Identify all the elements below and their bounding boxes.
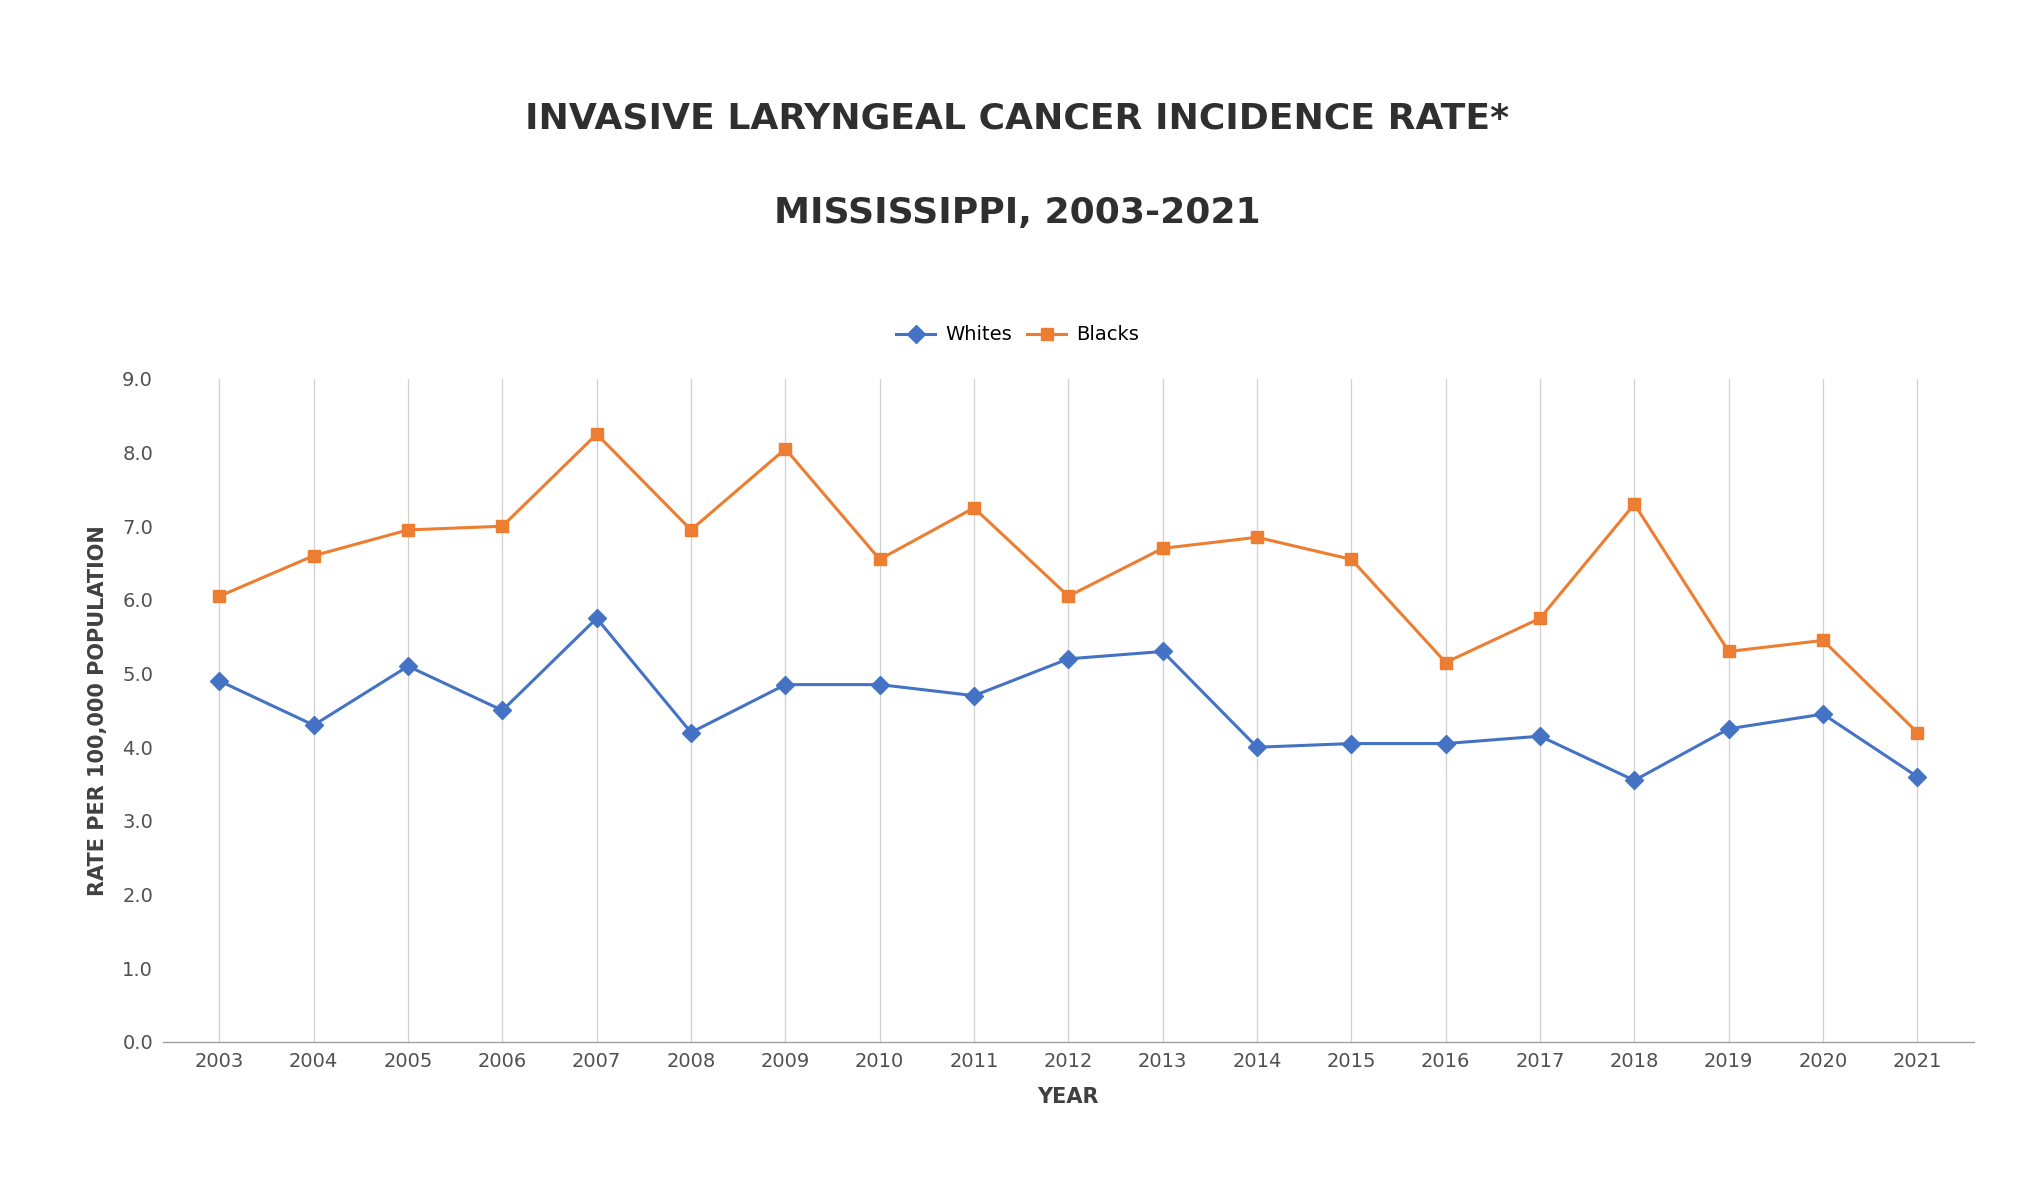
- Whites: [490, 703, 515, 718]
- Whites: [1716, 722, 1740, 736]
- Blacks: [397, 523, 421, 538]
- Text: MISSISSIPPI, 2003-2021: MISSISSIPPI, 2003-2021: [773, 197, 1262, 230]
- Whites: [680, 726, 704, 740]
- Blacks: [773, 442, 798, 456]
- Blacks: [963, 501, 987, 515]
- Whites: [1339, 736, 1363, 751]
- Whites: [208, 674, 232, 688]
- Blacks: [867, 552, 891, 566]
- Line: Whites: Whites: [214, 612, 1923, 786]
- Blacks: [1622, 497, 1646, 511]
- Whites: [1811, 707, 1836, 721]
- Whites: [1905, 770, 1929, 784]
- Whites: [301, 718, 326, 732]
- Whites: [1528, 729, 1553, 744]
- Whites: [584, 611, 608, 625]
- Blacks: [490, 519, 515, 533]
- Legend: Whites, Blacks: Whites, Blacks: [889, 317, 1146, 352]
- Line: Blacks: Blacks: [214, 427, 1923, 739]
- Whites: [1150, 644, 1174, 658]
- Blacks: [208, 590, 232, 604]
- Whites: [1056, 651, 1081, 665]
- Whites: [773, 677, 798, 691]
- Text: INVASIVE LARYNGEAL CANCER INCIDENCE RATE*: INVASIVE LARYNGEAL CANCER INCIDENCE RATE…: [525, 102, 1510, 135]
- Whites: [1622, 773, 1646, 787]
- Whites: [1245, 740, 1270, 754]
- X-axis label: YEAR: YEAR: [1038, 1087, 1099, 1107]
- Blacks: [1433, 656, 1457, 670]
- Blacks: [1245, 530, 1270, 545]
- Blacks: [1716, 644, 1740, 658]
- Y-axis label: RATE PER 100,000 POPULATION: RATE PER 100,000 POPULATION: [88, 525, 108, 896]
- Blacks: [1150, 541, 1174, 555]
- Blacks: [1811, 633, 1836, 648]
- Blacks: [584, 427, 608, 442]
- Whites: [867, 677, 891, 691]
- Blacks: [1056, 590, 1081, 604]
- Blacks: [1905, 726, 1929, 740]
- Whites: [1433, 736, 1457, 751]
- Blacks: [301, 548, 326, 562]
- Whites: [397, 659, 421, 674]
- Blacks: [1528, 611, 1553, 625]
- Blacks: [1339, 552, 1363, 566]
- Blacks: [680, 523, 704, 538]
- Whites: [963, 689, 987, 703]
